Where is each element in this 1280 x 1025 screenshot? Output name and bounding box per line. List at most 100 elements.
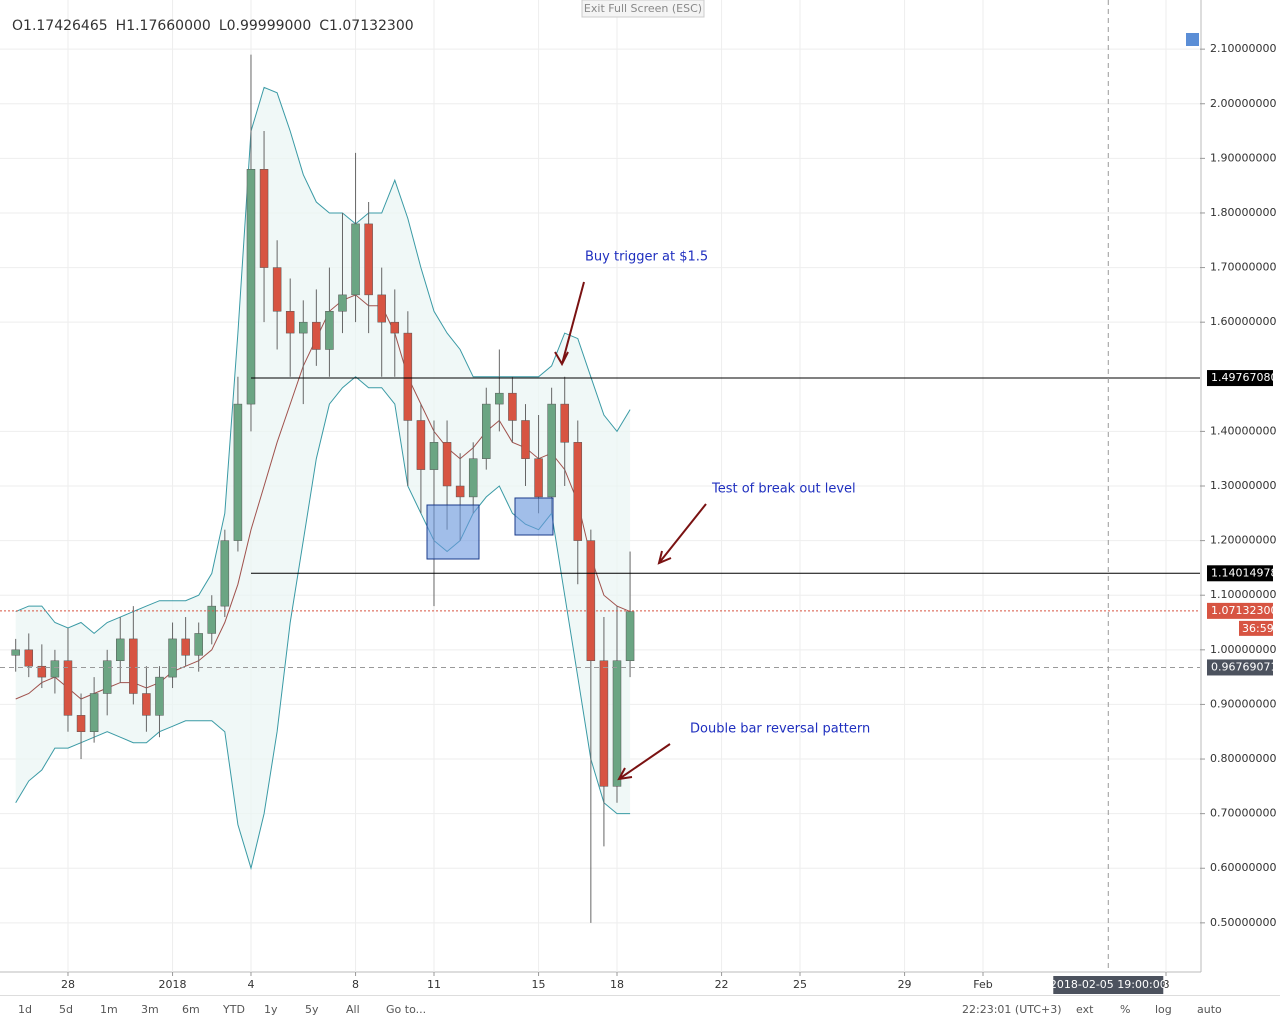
candle-body bbox=[338, 294, 347, 312]
level-label-bg bbox=[1207, 565, 1273, 582]
x-tick-label: 15 bbox=[532, 978, 546, 991]
x-tick-label: 8 bbox=[352, 978, 359, 991]
y-tick-label: 1.70000000 bbox=[1210, 261, 1276, 274]
y-tick-label: 0.90000000 bbox=[1210, 697, 1276, 710]
toolbar-item[interactable]: All bbox=[346, 1003, 360, 1016]
candle-body bbox=[416, 420, 426, 470]
candle-body bbox=[612, 660, 622, 787]
arrow bbox=[657, 503, 707, 565]
x-tick-label: 8 bbox=[1163, 978, 1170, 991]
crosshair-price-label: 0.96769071 bbox=[1211, 660, 1277, 673]
arrow bbox=[617, 743, 671, 781]
toolbar-item[interactable]: 1d bbox=[18, 1003, 32, 1016]
candle-body bbox=[377, 294, 386, 323]
candle-body bbox=[560, 403, 569, 443]
candle-body bbox=[220, 540, 230, 607]
toolbar-item[interactable]: 6m bbox=[182, 1003, 200, 1016]
ohlc-header: O1.17426465 H1.17660000 L0.99999000 C1.0713… bbox=[12, 18, 414, 34]
x-tick-label: 2018 bbox=[159, 978, 187, 991]
candle-body bbox=[129, 638, 138, 694]
candle-body bbox=[586, 540, 596, 661]
candle-body bbox=[599, 660, 609, 787]
y-tick-label: 0.70000000 bbox=[1210, 807, 1276, 820]
candle-body bbox=[155, 676, 164, 716]
ohlc-value: 1.07132300 bbox=[329, 18, 414, 34]
band-line bbox=[15, 86, 631, 635]
scale-icon[interactable] bbox=[1186, 33, 1199, 46]
toolbar-item[interactable]: 3m bbox=[141, 1003, 159, 1016]
y-tick-label: 1.40000000 bbox=[1210, 424, 1276, 437]
candle-body bbox=[259, 169, 269, 268]
crosshair-price-bg bbox=[1207, 659, 1273, 676]
candle-body bbox=[285, 311, 295, 334]
candle-body bbox=[521, 420, 530, 459]
y-tick-label: 1.80000000 bbox=[1210, 206, 1276, 219]
toolbar-item[interactable]: 5d bbox=[59, 1003, 73, 1016]
crosshair-time-label: 2018-02-05 19:00:00 bbox=[1050, 978, 1167, 991]
background bbox=[0, 0, 1280, 995]
y-tick-label: 1.90000000 bbox=[1210, 151, 1276, 164]
countdown-bg bbox=[1239, 620, 1273, 636]
candle-body bbox=[116, 638, 125, 661]
exit-fullscreen-label[interactable]: Exit Full Screen (ESC) bbox=[584, 2, 702, 15]
annotation: Test of break out level bbox=[711, 482, 856, 497]
candle-body bbox=[299, 321, 308, 334]
toolbar-item[interactable]: Go to... bbox=[386, 1003, 427, 1016]
zone-box bbox=[426, 504, 480, 560]
chart: Buy trigger at $1.5 Test of break out le… bbox=[0, 0, 1280, 995]
y-tick-label: 0.50000000 bbox=[1210, 916, 1276, 929]
candle-body bbox=[11, 649, 20, 656]
candle-body bbox=[76, 715, 86, 732]
y-tick-label: 1.20000000 bbox=[1210, 534, 1276, 547]
candle-body bbox=[351, 223, 360, 296]
level-label: 1.49767080 bbox=[1211, 371, 1277, 384]
candle-body bbox=[390, 321, 400, 334]
candle-body bbox=[364, 223, 373, 296]
ohlc-key: H bbox=[116, 18, 127, 34]
last-price-bg bbox=[1207, 602, 1273, 619]
ohlc-key: L bbox=[219, 18, 227, 34]
candle-body bbox=[508, 392, 517, 421]
ohlc-value: 1.17426465 bbox=[23, 18, 108, 34]
toolbar-item[interactable]: YTD bbox=[223, 1003, 245, 1016]
candle-body bbox=[455, 485, 465, 498]
candle-body bbox=[403, 332, 413, 421]
candle-body bbox=[89, 693, 99, 732]
x-tick-label: 4 bbox=[247, 978, 254, 991]
candle-body bbox=[181, 638, 190, 656]
y-tick-label: 0.80000000 bbox=[1210, 752, 1276, 765]
x-tick-label: 11 bbox=[427, 978, 441, 991]
last-price-label: 1.07132300 bbox=[1211, 604, 1277, 617]
y-tick-label: 2.00000000 bbox=[1210, 97, 1276, 110]
candle-body bbox=[37, 665, 47, 678]
candle-body bbox=[312, 321, 321, 350]
toolbar-item[interactable]: % bbox=[1120, 1003, 1131, 1016]
toolbar-item[interactable]: log bbox=[1155, 1003, 1172, 1016]
candle-body bbox=[573, 442, 583, 541]
y-tick-label: 1.00000000 bbox=[1210, 643, 1276, 656]
candle-body bbox=[325, 311, 334, 350]
x-tick-label: 22 bbox=[715, 978, 729, 991]
exit-fullscreen-button[interactable] bbox=[581, 0, 705, 18]
toolbar-item[interactable]: 1y bbox=[264, 1003, 278, 1016]
x-tick-label: 29 bbox=[898, 978, 912, 991]
toolbar-item[interactable]: 1m bbox=[100, 1003, 118, 1016]
candle-body bbox=[442, 442, 452, 487]
candle-body bbox=[50, 660, 60, 678]
ohlc-value: 1.17660000 bbox=[126, 18, 211, 34]
countdown-label: 36:59 bbox=[1242, 622, 1274, 635]
arrows bbox=[554, 281, 707, 781]
toolbar-item[interactable]: 5y bbox=[305, 1003, 319, 1016]
y-tick-label: 1.60000000 bbox=[1210, 315, 1276, 328]
toolbar-item[interactable]: ext bbox=[1076, 1003, 1094, 1016]
arrow bbox=[554, 281, 585, 367]
toolbar: 1d 5d 1m 3m 6m YTD 1y 5y All Go to... 22:23:01 (UT… bbox=[0, 995, 1280, 1025]
candle-body bbox=[272, 267, 282, 312]
candle-body bbox=[468, 458, 478, 498]
toolbar-item[interactable]: auto bbox=[1197, 1003, 1222, 1016]
toolbar-item: 22:23:01 (UTC+3) bbox=[962, 1003, 1062, 1016]
level-label: 1.14014978 bbox=[1211, 566, 1277, 579]
y-tick-label: 0.60000000 bbox=[1210, 861, 1276, 874]
x-tick-label: 25 bbox=[793, 978, 807, 991]
